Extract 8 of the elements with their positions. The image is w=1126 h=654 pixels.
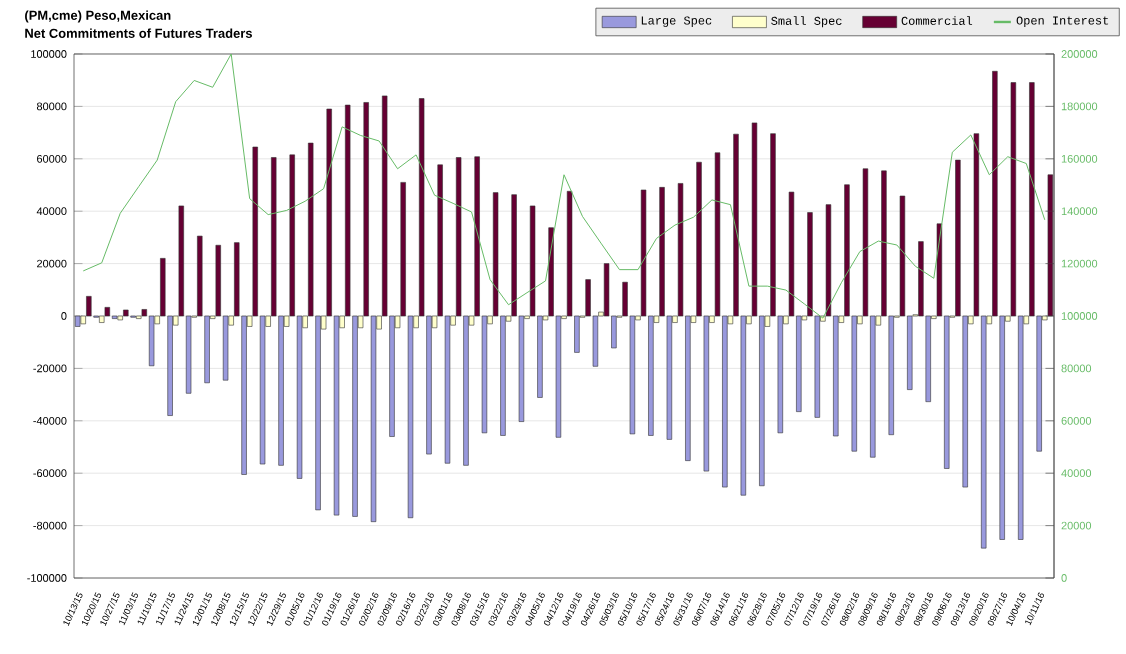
bar [104,307,110,317]
bar [86,296,92,317]
bar [99,315,105,323]
bar [74,315,81,327]
line-series [82,53,1046,319]
bar [123,309,129,317]
bar [1047,174,1054,317]
bar [148,315,155,367]
